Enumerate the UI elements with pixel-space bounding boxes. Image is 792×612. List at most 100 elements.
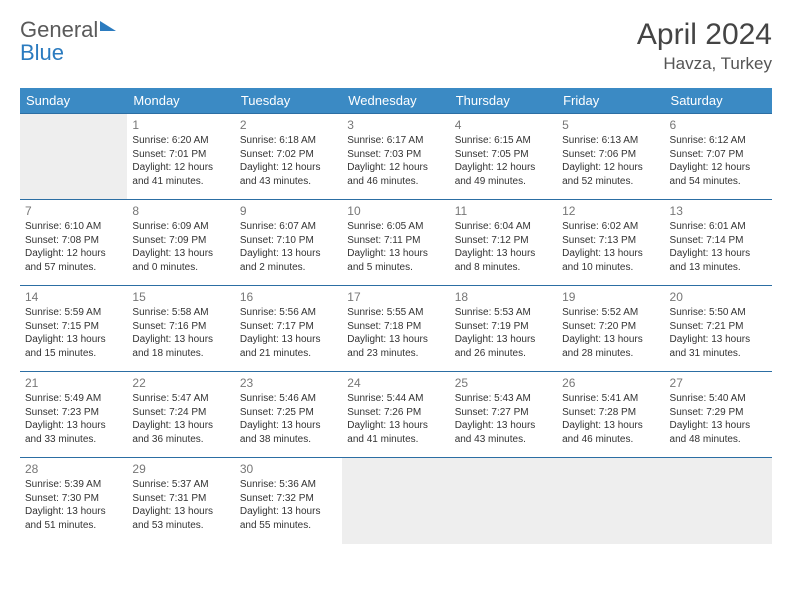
- calendar-cell: 5Sunrise: 6:13 AMSunset: 7:06 PMDaylight…: [557, 114, 664, 200]
- calendar-week-row: 1Sunrise: 6:20 AMSunset: 7:01 PMDaylight…: [20, 114, 772, 200]
- day-details: Sunrise: 5:43 AMSunset: 7:27 PMDaylight:…: [455, 392, 552, 446]
- sunset-text: Sunset: 7:17 PM: [240, 320, 337, 334]
- daylight-text-1: Daylight: 12 hours: [562, 161, 659, 175]
- day-number: 25: [455, 376, 552, 390]
- daylight-text-1: Daylight: 13 hours: [455, 419, 552, 433]
- day-number: 4: [455, 118, 552, 132]
- sunset-text: Sunset: 7:19 PM: [455, 320, 552, 334]
- calendar-cell: 9Sunrise: 6:07 AMSunset: 7:10 PMDaylight…: [235, 200, 342, 286]
- sunrise-text: Sunrise: 5:43 AM: [455, 392, 552, 406]
- day-details: Sunrise: 5:44 AMSunset: 7:26 PMDaylight:…: [347, 392, 444, 446]
- sunrise-text: Sunrise: 6:13 AM: [562, 134, 659, 148]
- sunset-text: Sunset: 7:14 PM: [670, 234, 767, 248]
- daylight-text-1: Daylight: 12 hours: [25, 247, 122, 261]
- weekday-header: Tuesday: [235, 88, 342, 114]
- location-label: Havza, Turkey: [637, 54, 772, 74]
- daylight-text-2: and 18 minutes.: [132, 347, 229, 361]
- day-number: 1: [132, 118, 229, 132]
- daylight-text-2: and 52 minutes.: [562, 175, 659, 189]
- daylight-text-1: Daylight: 13 hours: [132, 247, 229, 261]
- daylight-text-2: and 10 minutes.: [562, 261, 659, 275]
- day-details: Sunrise: 5:37 AMSunset: 7:31 PMDaylight:…: [132, 478, 229, 532]
- daylight-text-1: Daylight: 13 hours: [347, 247, 444, 261]
- sunrise-text: Sunrise: 5:59 AM: [25, 306, 122, 320]
- sunset-text: Sunset: 7:28 PM: [562, 406, 659, 420]
- weekday-header: Monday: [127, 88, 234, 114]
- day-number: 6: [670, 118, 767, 132]
- calendar-cell: 19Sunrise: 5:52 AMSunset: 7:20 PMDayligh…: [557, 286, 664, 372]
- calendar-week-row: 21 Sunrise: 5:49 AMSunset: 7:23 PMDayligh…: [20, 372, 772, 458]
- day-number: 20: [670, 290, 767, 304]
- calendar-cell: 17 Sunrise: 5:55 AMSunset: 7:18 PMDayligh…: [342, 286, 449, 372]
- calendar-cell: 10Sunrise: 6:05 AMSunset: 7:11 PMDayligh…: [342, 200, 449, 286]
- day-number: 27: [670, 376, 767, 390]
- day-number: 9: [240, 204, 337, 218]
- daylight-text-1: Daylight: 13 hours: [240, 505, 337, 519]
- day-details: Sunrise: 5:49 AMSunset: 7:23 PMDaylight:…: [25, 392, 122, 446]
- sunset-text: Sunset: 7:11 PM: [347, 234, 444, 248]
- sunset-text: Sunset: 7:03 PM: [347, 148, 444, 162]
- sunset-text: Sunset: 7:25 PM: [240, 406, 337, 420]
- calendar-cell: 20Sunrise: 5:50 AMSunset: 7:21 PMDayligh…: [665, 286, 772, 372]
- calendar-cell-empty: [342, 458, 449, 544]
- sunrise-text: Sunrise: 6:20 AM: [132, 134, 229, 148]
- day-details: Sunrise: 5:47 AMSunset: 7:24 PMDaylight:…: [132, 392, 229, 446]
- sunset-text: Sunset: 7:30 PM: [25, 492, 122, 506]
- day-details: Sunrise: 6:02 AMSunset: 7:13 PMDaylight:…: [562, 220, 659, 274]
- sunrise-text: Sunrise: 5:55 AM: [347, 306, 444, 320]
- calendar-cell: 26Sunrise: 5:41 AMSunset: 7:28 PMDayligh…: [557, 372, 664, 458]
- sunrise-text: Sunrise: 6:01 AM: [670, 220, 767, 234]
- daylight-text-2: and 38 minutes.: [240, 433, 337, 447]
- day-details: Sunrise: 5:56 AMSunset: 7:17 PMDaylight:…: [240, 306, 337, 360]
- day-details: Sunrise: 5:46 AMSunset: 7:25 PMDaylight:…: [240, 392, 337, 446]
- day-details: Sunrise: 6:17 AMSunset: 7:03 PMDaylight:…: [347, 134, 444, 188]
- header: GeneralBlue April 2024 Havza, Turkey: [20, 18, 772, 74]
- day-details: Sunrise: 5:55 AMSunset: 7:18 PMDaylight:…: [347, 306, 444, 360]
- day-number: 17: [347, 290, 444, 304]
- calendar-cell: 29 Sunrise: 5:37 AMSunset: 7:31 PMDayligh…: [127, 458, 234, 544]
- daylight-text-1: Daylight: 13 hours: [240, 333, 337, 347]
- sunset-text: Sunset: 7:32 PM: [240, 492, 337, 506]
- day-number: 30: [240, 462, 337, 476]
- sunrise-text: Sunrise: 6:10 AM: [25, 220, 122, 234]
- day-details: Sunrise: 6:15 AMSunset: 7:05 PMDaylight:…: [455, 134, 552, 188]
- calendar-cell: 7Sunrise: 6:10 AMSunset: 7:08 PMDaylight…: [20, 200, 127, 286]
- daylight-text-1: Daylight: 13 hours: [455, 333, 552, 347]
- day-number: 2: [240, 118, 337, 132]
- sunset-text: Sunset: 7:26 PM: [347, 406, 444, 420]
- day-details: Sunrise: 5:58 AMSunset: 7:16 PMDaylight:…: [132, 306, 229, 360]
- daylight-text-2: and 57 minutes.: [25, 261, 122, 275]
- day-number: 19: [562, 290, 659, 304]
- sunrise-text: Sunrise: 5:58 AM: [132, 306, 229, 320]
- weekday-header: Friday: [557, 88, 664, 114]
- day-number: 29: [132, 462, 229, 476]
- day-details: Sunrise: 5:59 AMSunset: 7:15 PMDaylight:…: [25, 306, 122, 360]
- daylight-text-1: Daylight: 13 hours: [347, 419, 444, 433]
- sunset-text: Sunset: 7:06 PM: [562, 148, 659, 162]
- daylight-text-1: Daylight: 13 hours: [25, 333, 122, 347]
- title-block: April 2024 Havza, Turkey: [637, 18, 772, 74]
- daylight-text-1: Daylight: 13 hours: [670, 247, 767, 261]
- day-details: Sunrise: 5:53 AMSunset: 7:19 PMDaylight:…: [455, 306, 552, 360]
- sunrise-text: Sunrise: 5:37 AM: [132, 478, 229, 492]
- sunrise-text: Sunrise: 5:47 AM: [132, 392, 229, 406]
- daylight-text-1: Daylight: 13 hours: [240, 419, 337, 433]
- day-number: 21: [25, 376, 122, 390]
- calendar-cell: 14 Sunrise: 5:59 AMSunset: 7:15 PMDayligh…: [20, 286, 127, 372]
- daylight-text-1: Daylight: 13 hours: [562, 333, 659, 347]
- day-number: 14: [25, 290, 122, 304]
- sunrise-text: Sunrise: 5:52 AM: [562, 306, 659, 320]
- sunrise-text: Sunrise: 6:12 AM: [670, 134, 767, 148]
- weekday-header: Wednesday: [342, 88, 449, 114]
- day-number: 18: [455, 290, 552, 304]
- sunrise-text: Sunrise: 5:44 AM: [347, 392, 444, 406]
- sunset-text: Sunset: 7:02 PM: [240, 148, 337, 162]
- daylight-text-1: Daylight: 13 hours: [455, 247, 552, 261]
- day-number: 7: [25, 204, 122, 218]
- day-details: Sunrise: 5:39 AMSunset: 7:30 PMDaylight:…: [25, 478, 122, 532]
- daylight-text-1: Daylight: 13 hours: [562, 419, 659, 433]
- sunset-text: Sunset: 7:15 PM: [25, 320, 122, 334]
- day-number: 24: [347, 376, 444, 390]
- calendar-cell: 22Sunrise: 5:47 AMSunset: 7:24 PMDayligh…: [127, 372, 234, 458]
- calendar-cell: 3Sunrise: 6:17 AMSunset: 7:03 PMDaylight…: [342, 114, 449, 200]
